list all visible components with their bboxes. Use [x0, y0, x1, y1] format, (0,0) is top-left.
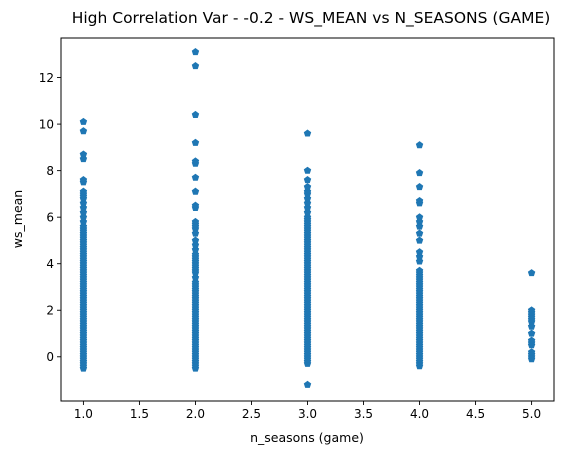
data-point	[415, 213, 424, 221]
data-point	[79, 176, 88, 184]
data-point	[79, 127, 88, 135]
data-point	[79, 187, 88, 195]
x-tick-label: 3.0	[298, 407, 317, 421]
data-point	[527, 306, 536, 314]
y-tick-label: 4	[46, 257, 54, 271]
x-tick-label: 1.5	[130, 407, 149, 421]
y-tick-label: 8	[46, 164, 54, 178]
data-point	[415, 229, 424, 237]
data-point	[303, 183, 312, 191]
x-axis-ticks: 1.0 1.5 2.0 2.5 3.0 3.5 4.0 4.5 5.0	[74, 401, 541, 421]
data-point	[527, 348, 536, 356]
data-point	[191, 62, 200, 70]
data-point	[191, 201, 200, 209]
x-tick-label: 4.5	[466, 407, 485, 421]
data-point	[415, 196, 424, 205]
data-point	[527, 329, 536, 337]
y-axis-ticks: 0 2 4 6 8 10 12	[39, 71, 61, 364]
data-point	[191, 217, 200, 225]
data-point	[415, 266, 424, 274]
data-point	[415, 183, 424, 191]
data-point	[191, 48, 200, 56]
data-points	[79, 48, 536, 388]
x-tick-label: 4.0	[410, 407, 429, 421]
data-point	[527, 269, 536, 277]
data-point	[527, 336, 536, 344]
data-point	[303, 380, 312, 388]
y-axis-label: ws_mean	[10, 190, 25, 248]
data-point	[191, 157, 200, 165]
x-tick-label: 3.5	[354, 407, 373, 421]
data-point	[79, 117, 88, 125]
y-tick-label: 6	[46, 210, 54, 224]
x-tick-label: 5.0	[522, 407, 541, 421]
data-point	[415, 248, 424, 256]
x-axis-label: n_seasons (game)	[250, 430, 364, 445]
data-point	[415, 236, 424, 244]
data-point	[79, 150, 88, 158]
data-point	[303, 176, 312, 184]
y-tick-label: 0	[46, 350, 54, 364]
data-point	[191, 138, 200, 146]
x-tick-label: 2.5	[242, 407, 261, 421]
chart-title: High Correlation Var - -0.2 - WS_MEAN vs…	[72, 9, 551, 28]
y-tick-label: 10	[39, 117, 54, 131]
data-point	[303, 166, 312, 174]
x-tick-label: 1.0	[74, 407, 93, 421]
y-tick-label: 2	[46, 304, 54, 318]
data-point	[191, 173, 200, 181]
data-point	[191, 236, 200, 244]
data-point	[303, 129, 312, 137]
x-tick-label: 2.0	[186, 407, 205, 421]
data-point	[415, 141, 424, 149]
data-point	[191, 187, 200, 195]
data-point	[415, 169, 424, 177]
data-point	[191, 110, 200, 118]
y-tick-label: 12	[39, 71, 54, 85]
